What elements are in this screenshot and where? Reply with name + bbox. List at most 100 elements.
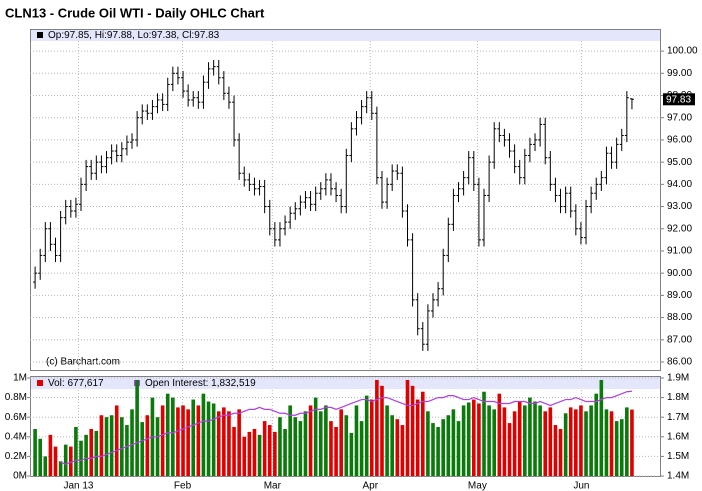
volume-bar [186,409,190,476]
volume-bar [313,397,318,476]
volume-bar [497,393,502,476]
volume-bar [318,411,323,476]
volume-bar [135,379,139,476]
volume-bar [206,401,211,476]
volume-bar [140,422,145,476]
volume-bar [533,401,537,476]
volume-bar [303,411,308,476]
volume-bar [298,421,303,476]
volume-bar [267,425,272,476]
volume-bar [155,417,160,476]
x-tick-label: Mar [264,481,282,491]
volume-header [31,377,660,389]
y-tick-label: 96.00 [667,135,692,146]
y-tick-label: 100.00 [667,46,698,57]
legend-label: Open Interest: 1,832,519 [145,378,256,389]
y-tick-label: 0.4M [5,431,27,442]
volume-bar [492,409,497,476]
legend-label: Vol: 677,617 [48,378,104,389]
volume-bar [38,438,43,476]
legend-marker [37,380,43,386]
volume-bar [390,415,394,476]
volume-bar [451,409,456,476]
x-tick-label: Jan 13 [63,481,93,491]
volume-bar [278,417,282,476]
price-info: Op:97.85, Hi:97.88, Lo:97.38, Cl:97.83 [48,30,220,41]
y-tick-label: 97.00 [667,112,692,123]
volume-bar [369,399,374,476]
x-tick-label: May [468,481,487,491]
volume-bar [247,431,252,476]
y-tick-label: 1M [13,373,27,384]
volume-bar [308,405,313,476]
volume-bar [359,421,364,476]
volume-bar [400,425,405,476]
volume-bar [222,407,226,476]
volume-bar [334,427,338,476]
volume-bar [553,425,558,476]
volume-bar [517,401,522,476]
y2-tick-label: 1.5M [667,451,689,462]
y-tick-label: 94.00 [667,179,692,190]
volume-bar [472,399,476,476]
volume-bar [293,417,298,476]
volume-bar [594,393,599,476]
y-tick-label: 93.00 [667,201,692,212]
volume-bar [405,379,410,476]
y-tick-label: 88.00 [667,312,692,323]
volume-bar [548,407,553,476]
credit: (c) Barchart.com [46,357,120,368]
volume-bar [364,395,369,476]
volume-bar [273,431,277,476]
volume-bar [538,405,542,476]
y-tick-label: 0.6M [5,412,27,423]
volume-bar [114,405,119,476]
y-tick-label: 0.2M [5,451,27,462]
volume-bar [74,427,78,476]
y2-tick-label: 1.7M [667,412,689,423]
volume-bar [446,415,451,476]
volume-bar [395,419,400,476]
volume-bar [543,411,548,476]
volume-bar [84,434,88,476]
last-price-label: 97.83 [666,94,691,105]
volume-bar [502,407,507,476]
volume-bar [426,411,430,476]
y-tick-label: 90.00 [667,268,692,279]
volume-bar [512,411,517,476]
y2-tick-label: 1.4M [667,471,689,482]
volume-bar [237,409,241,476]
volume-bar [201,393,206,476]
volume-bar [574,409,578,476]
volume-bar [375,379,379,476]
volume-bar [130,409,134,476]
volume-bar [262,421,267,476]
volume-bar [33,428,37,476]
volume-bar [125,425,129,476]
volume-bar [482,391,486,476]
volume-bar [420,391,425,476]
volume-bar [354,405,359,476]
volume-bar [171,397,175,476]
volume-bar [99,415,104,476]
volume-bar [456,421,461,476]
volume-bar [385,405,389,476]
volume-bar [349,432,354,476]
y2-tick-label: 1.6M [667,431,689,442]
y-tick-label: 86.00 [667,357,692,368]
volume-bar [283,428,287,476]
volume-bar [79,440,83,476]
volume-bar [563,413,568,476]
volume-bar [568,407,573,476]
x-tick-label: Apr [362,481,378,491]
open-interest-line [60,390,632,465]
y-tick-label: 92.00 [667,223,692,234]
volume-bar [614,421,619,476]
volume-bar [487,405,491,476]
y-tick-label: 87.00 [667,334,692,345]
volume-bar [507,423,512,476]
price-header [31,30,660,41]
volume-bar [528,397,532,476]
volume-bar [216,411,221,476]
volume-bar [477,403,481,476]
